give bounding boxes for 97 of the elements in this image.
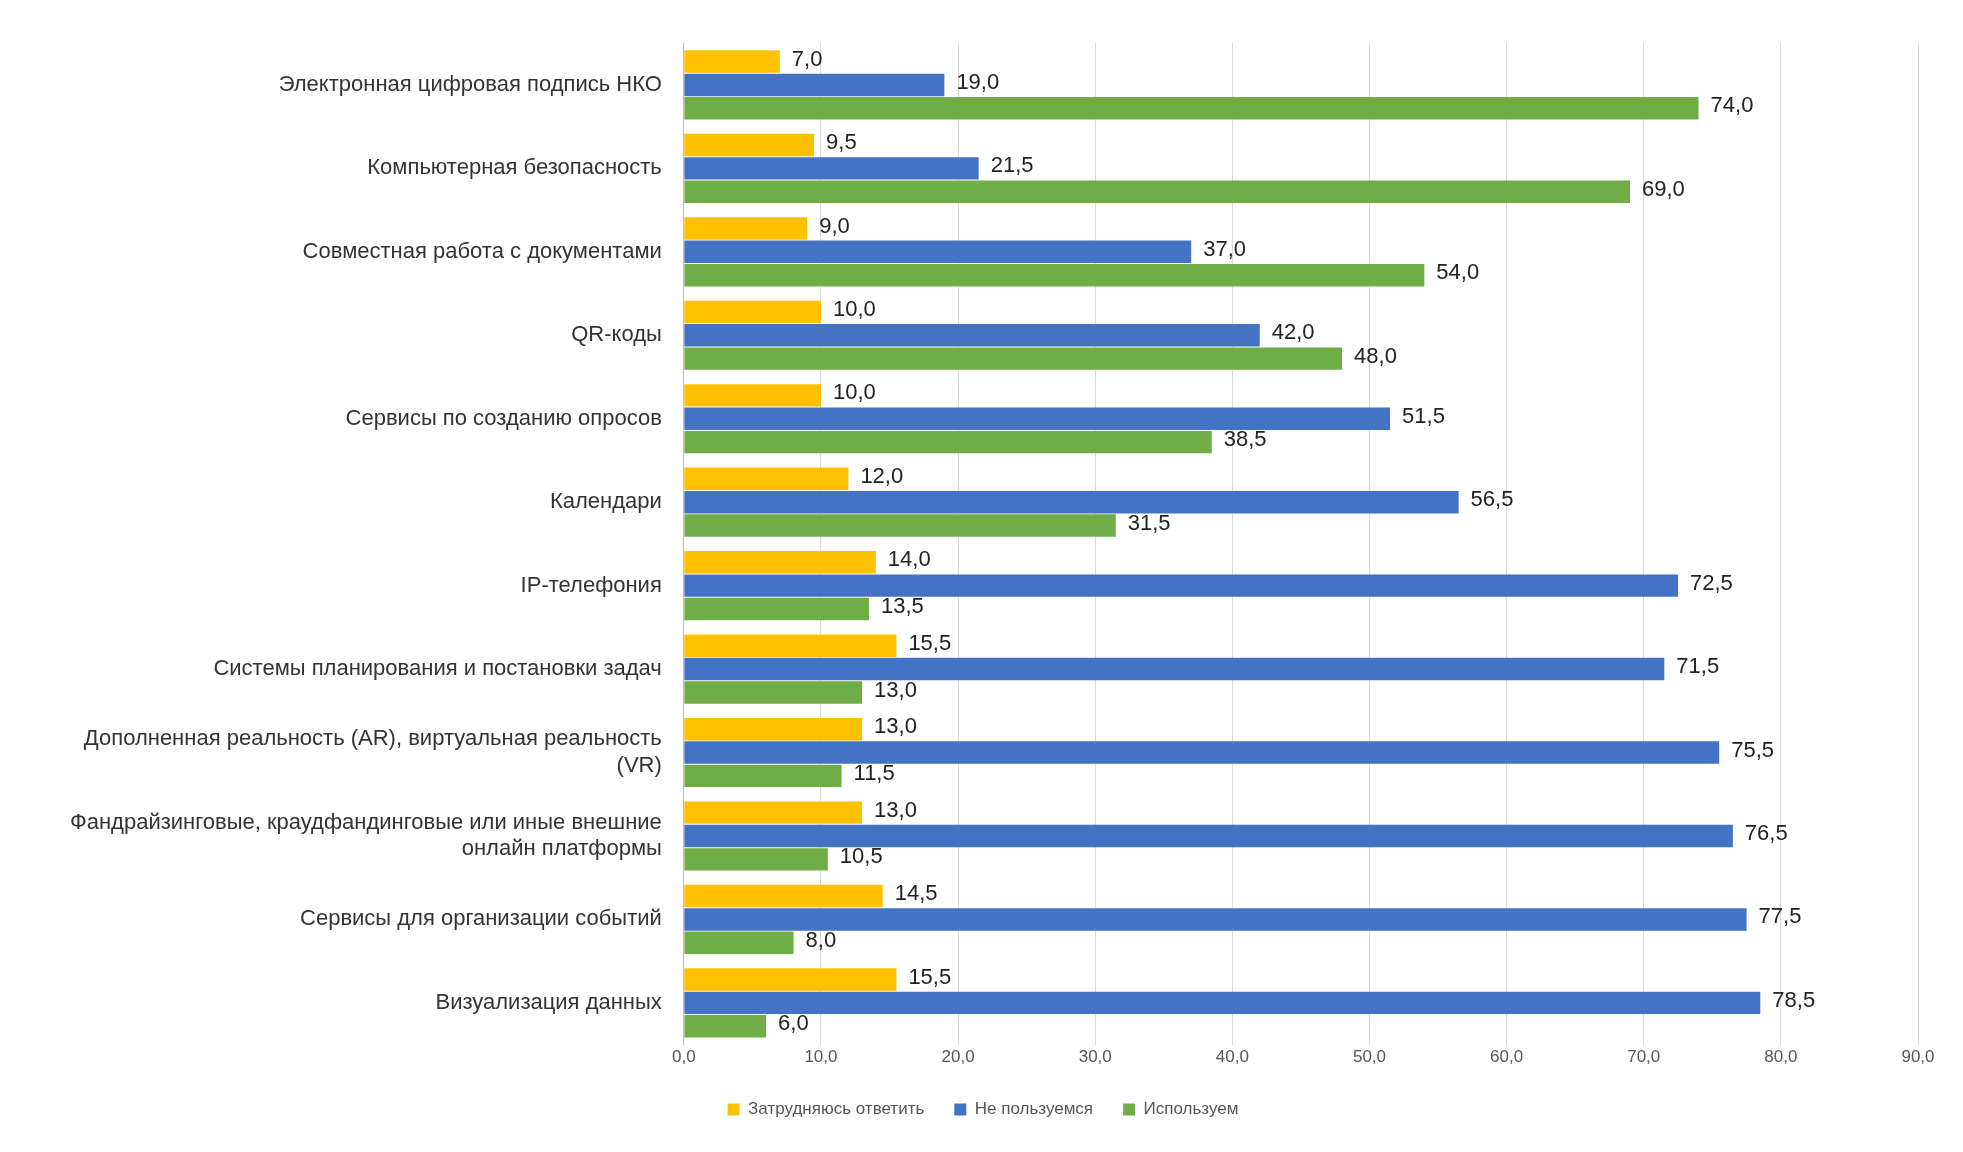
bar bbox=[684, 73, 945, 97]
data-label: 13,0 bbox=[874, 713, 917, 739]
legend-label: Используем bbox=[1143, 1099, 1239, 1119]
data-label: 10,0 bbox=[832, 379, 876, 405]
data-label: 13,0 bbox=[874, 796, 917, 822]
data-label: 10,5 bbox=[839, 843, 883, 869]
data-label: 42,0 bbox=[1271, 319, 1315, 345]
bar bbox=[684, 968, 897, 991]
bar bbox=[684, 848, 828, 871]
bar bbox=[684, 157, 979, 180]
bar bbox=[684, 490, 1459, 514]
y-tick-label: Дополненная реальность (AR), виртуальная реальность (VR) bbox=[83, 725, 662, 777]
data-label: 9,0 bbox=[819, 212, 850, 238]
bar bbox=[684, 908, 1747, 931]
x-tick-label: 80,0 bbox=[1764, 1047, 1798, 1067]
data-label: 14,0 bbox=[887, 546, 931, 572]
data-label: 8,0 bbox=[805, 926, 837, 952]
y-tick-label: QR-коды bbox=[571, 321, 662, 347]
bar bbox=[684, 97, 1699, 120]
data-label: 21,5 bbox=[990, 152, 1034, 178]
bar bbox=[684, 133, 815, 157]
bar bbox=[684, 801, 863, 824]
data-label: 74,0 bbox=[1710, 92, 1754, 118]
data-label: 77,5 bbox=[1758, 903, 1802, 929]
data-label: 15,5 bbox=[908, 963, 952, 989]
data-label: 9,5 bbox=[826, 129, 857, 155]
data-label: 76,5 bbox=[1744, 820, 1788, 846]
bar bbox=[684, 824, 1733, 848]
bar bbox=[684, 551, 876, 574]
data-label: 12,0 bbox=[860, 462, 904, 488]
data-label: 6,0 bbox=[778, 1010, 809, 1036]
data-label: 75,5 bbox=[1731, 736, 1774, 762]
data-label: 71,5 bbox=[1676, 653, 1720, 679]
data-label: 69,0 bbox=[1642, 175, 1685, 201]
data-label: 14,5 bbox=[894, 880, 938, 906]
bar bbox=[684, 634, 897, 657]
bar bbox=[684, 347, 1343, 370]
bar bbox=[684, 717, 863, 741]
x-tick-label: 40,0 bbox=[1215, 1047, 1249, 1067]
data-label: 19,0 bbox=[956, 68, 1000, 94]
data-label: 78,5 bbox=[1772, 986, 1816, 1012]
bar bbox=[684, 263, 1425, 287]
bar bbox=[684, 180, 1631, 203]
y-tick-label: Электронная цифровая подпись НКО bbox=[278, 70, 662, 96]
x-tick-label: 70,0 bbox=[1627, 1047, 1661, 1067]
bar bbox=[684, 1015, 767, 1038]
y-tick-label: IP-телефония bbox=[520, 571, 662, 597]
bar bbox=[684, 300, 821, 324]
data-label: 7,0 bbox=[791, 45, 823, 71]
x-tick-label: 90,0 bbox=[1901, 1047, 1935, 1067]
bar bbox=[684, 324, 1260, 347]
y-tick-label: Фандрайзинговые, краудфандинговые или иные внешние онлайн платформы bbox=[69, 808, 662, 861]
x-tick-label: 50,0 bbox=[1352, 1047, 1387, 1067]
data-label: 15,5 bbox=[908, 629, 952, 655]
data-label: 38,5 bbox=[1223, 426, 1267, 452]
data-label: 10,0 bbox=[832, 295, 876, 321]
legend-label: Не пользуемся bbox=[974, 1099, 1094, 1119]
x-tick-label: 20,0 bbox=[941, 1047, 975, 1067]
bar bbox=[684, 217, 808, 240]
data-label: 31,5 bbox=[1127, 509, 1171, 535]
bar bbox=[684, 597, 869, 621]
bar bbox=[684, 240, 1192, 264]
data-label: 37,0 bbox=[1203, 235, 1247, 261]
bar bbox=[684, 991, 1761, 1015]
data-label: 54,0 bbox=[1436, 259, 1480, 285]
bar bbox=[684, 574, 1679, 597]
data-label: 72,5 bbox=[1690, 569, 1733, 595]
y-tick-label: Компьютерная безопасность bbox=[367, 154, 662, 180]
y-tick-label: Сервисы для организации событий bbox=[300, 905, 662, 931]
bar bbox=[684, 657, 1665, 681]
x-tick-label: 30,0 bbox=[1078, 1047, 1112, 1067]
bar bbox=[684, 681, 863, 704]
data-label: 13,5 bbox=[880, 593, 924, 619]
bar bbox=[684, 741, 1720, 764]
data-label: 13,0 bbox=[874, 676, 917, 702]
bar bbox=[684, 384, 821, 407]
bar bbox=[684, 430, 1212, 454]
bar bbox=[684, 931, 794, 955]
bar bbox=[684, 50, 780, 73]
y-tick-label: Календари bbox=[549, 488, 662, 514]
y-tick-label: Совместная работа с документами bbox=[302, 237, 662, 263]
y-tick-label: Системы планирования и постановки задач bbox=[213, 655, 662, 681]
data-label: 48,0 bbox=[1354, 342, 1397, 368]
y-tick-label: Визуализация данных bbox=[435, 988, 662, 1014]
bar bbox=[684, 467, 849, 491]
bar bbox=[684, 764, 842, 788]
x-tick-label: 0,0 bbox=[672, 1047, 696, 1067]
data-label: 51,5 bbox=[1402, 402, 1445, 428]
data-label: 56,5 bbox=[1470, 486, 1514, 512]
x-tick-label: 10,0 bbox=[804, 1047, 838, 1067]
bar bbox=[684, 884, 883, 908]
x-tick-label: 60,0 bbox=[1490, 1047, 1524, 1067]
data-label: 11,5 bbox=[853, 759, 895, 785]
y-tick-label: Сервисы по созданию опросов bbox=[345, 404, 662, 430]
bar bbox=[684, 514, 1116, 537]
bar bbox=[684, 407, 1391, 430]
legend-label: Затрудняюсь ответить bbox=[748, 1099, 925, 1119]
